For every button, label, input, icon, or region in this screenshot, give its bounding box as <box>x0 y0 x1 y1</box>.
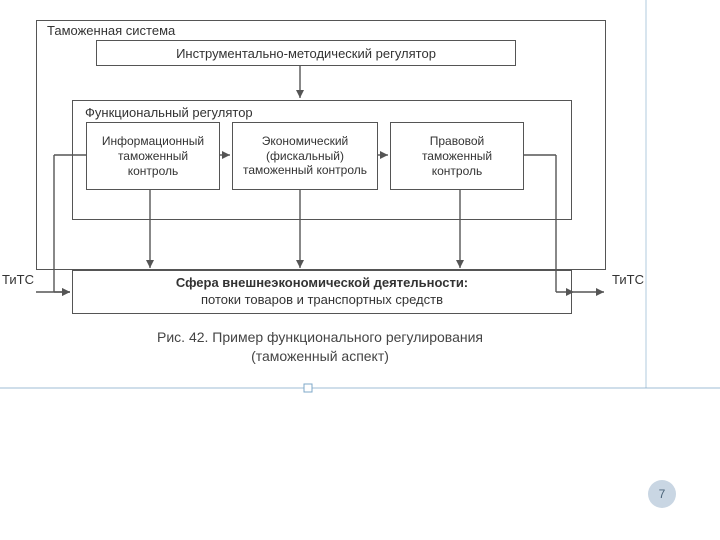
diagram-stage: Таможенная система Инструментально-метод… <box>0 0 720 540</box>
page-number: 7 <box>659 487 666 501</box>
page-number-badge: 7 <box>648 480 676 508</box>
rule-layer <box>0 0 720 540</box>
